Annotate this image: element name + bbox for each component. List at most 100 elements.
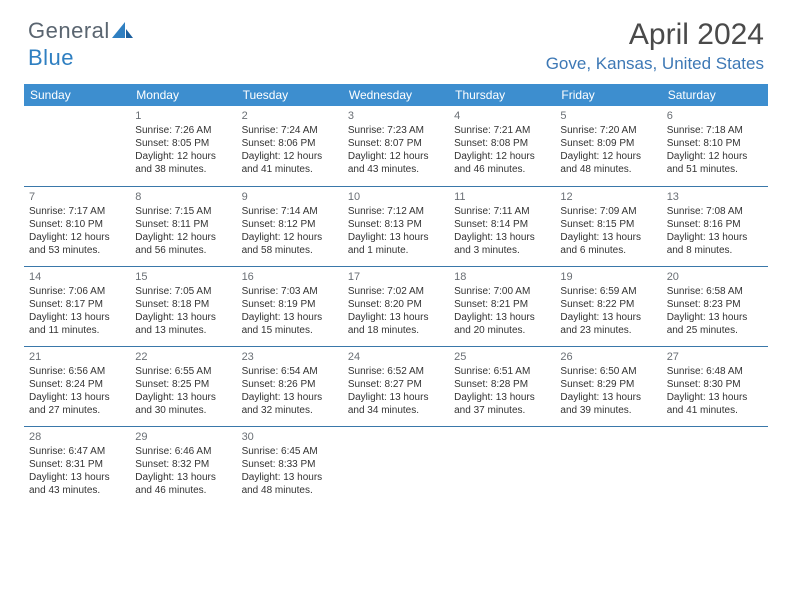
calendar-body: 1Sunrise: 7:26 AMSunset: 8:05 PMDaylight… — [24, 106, 768, 506]
daylight-line-1: Daylight: 13 hours — [454, 231, 550, 244]
daylight-line-2: and 1 minute. — [348, 244, 444, 257]
day-number: 6 — [667, 109, 763, 123]
daylight-line-2: and 30 minutes. — [135, 404, 231, 417]
calendar-row: 21Sunrise: 6:56 AMSunset: 8:24 PMDayligh… — [24, 346, 768, 426]
daylight-line-1: Daylight: 13 hours — [348, 391, 444, 404]
daylight-line-1: Daylight: 13 hours — [560, 391, 656, 404]
calendar-cell: 20Sunrise: 6:58 AMSunset: 8:23 PMDayligh… — [662, 266, 768, 346]
sunrise-line: Sunrise: 6:59 AM — [560, 285, 656, 298]
sunset-line: Sunset: 8:16 PM — [667, 218, 763, 231]
day-header: Saturday — [662, 84, 768, 106]
day-number: 30 — [242, 430, 338, 444]
logo-word2: Blue — [28, 45, 74, 70]
sunset-line: Sunset: 8:29 PM — [560, 378, 656, 391]
daylight-line-2: and 43 minutes. — [29, 484, 125, 497]
daylight-line-1: Daylight: 13 hours — [29, 471, 125, 484]
sunset-line: Sunset: 8:32 PM — [135, 458, 231, 471]
page-header: General Blue April 2024 Gove, Kansas, Un… — [0, 0, 792, 80]
calendar-cell — [449, 426, 555, 506]
location-text: Gove, Kansas, United States — [546, 54, 764, 74]
daylight-line-2: and 37 minutes. — [454, 404, 550, 417]
sunrise-line: Sunrise: 6:56 AM — [29, 365, 125, 378]
daylight-line-2: and 11 minutes. — [29, 324, 125, 337]
sunset-line: Sunset: 8:18 PM — [135, 298, 231, 311]
day-header: Thursday — [449, 84, 555, 106]
daylight-line-1: Daylight: 13 hours — [29, 391, 125, 404]
sunrise-line: Sunrise: 7:03 AM — [242, 285, 338, 298]
day-number: 5 — [560, 109, 656, 123]
calendar-cell: 24Sunrise: 6:52 AMSunset: 8:27 PMDayligh… — [343, 346, 449, 426]
calendar-cell: 22Sunrise: 6:55 AMSunset: 8:25 PMDayligh… — [130, 346, 236, 426]
sunrise-line: Sunrise: 6:46 AM — [135, 445, 231, 458]
daylight-line-1: Daylight: 13 hours — [29, 311, 125, 324]
sunset-line: Sunset: 8:22 PM — [560, 298, 656, 311]
sunrise-line: Sunrise: 7:21 AM — [454, 124, 550, 137]
calendar-cell — [24, 106, 130, 186]
sunset-line: Sunset: 8:28 PM — [454, 378, 550, 391]
daylight-line-1: Daylight: 12 hours — [135, 231, 231, 244]
daylight-line-1: Daylight: 12 hours — [348, 150, 444, 163]
day-number: 2 — [242, 109, 338, 123]
day-number: 20 — [667, 270, 763, 284]
daylight-line-1: Daylight: 13 hours — [348, 311, 444, 324]
day-number: 1 — [135, 109, 231, 123]
daylight-line-1: Daylight: 13 hours — [135, 311, 231, 324]
sunrise-line: Sunrise: 6:45 AM — [242, 445, 338, 458]
daylight-line-1: Daylight: 13 hours — [135, 391, 231, 404]
calendar-row: 14Sunrise: 7:06 AMSunset: 8:17 PMDayligh… — [24, 266, 768, 346]
calendar-cell: 4Sunrise: 7:21 AMSunset: 8:08 PMDaylight… — [449, 106, 555, 186]
calendar-cell: 29Sunrise: 6:46 AMSunset: 8:32 PMDayligh… — [130, 426, 236, 506]
day-header: Friday — [555, 84, 661, 106]
sunset-line: Sunset: 8:24 PM — [29, 378, 125, 391]
sunrise-line: Sunrise: 7:00 AM — [454, 285, 550, 298]
daylight-line-2: and 53 minutes. — [29, 244, 125, 257]
logo-sail-icon — [112, 19, 134, 45]
logo: General Blue — [28, 18, 134, 71]
daylight-line-2: and 43 minutes. — [348, 163, 444, 176]
calendar-cell: 1Sunrise: 7:26 AMSunset: 8:05 PMDaylight… — [130, 106, 236, 186]
sunset-line: Sunset: 8:26 PM — [242, 378, 338, 391]
day-number: 21 — [29, 350, 125, 364]
daylight-line-1: Daylight: 13 hours — [454, 391, 550, 404]
daylight-line-2: and 41 minutes. — [242, 163, 338, 176]
sunset-line: Sunset: 8:11 PM — [135, 218, 231, 231]
daylight-line-1: Daylight: 13 hours — [667, 311, 763, 324]
calendar-cell: 10Sunrise: 7:12 AMSunset: 8:13 PMDayligh… — [343, 186, 449, 266]
day-number: 11 — [454, 190, 550, 204]
sunset-line: Sunset: 8:08 PM — [454, 137, 550, 150]
sunset-line: Sunset: 8:06 PM — [242, 137, 338, 150]
sunset-line: Sunset: 8:13 PM — [348, 218, 444, 231]
sunset-line: Sunset: 8:23 PM — [667, 298, 763, 311]
logo-text: General Blue — [28, 18, 134, 71]
sunrise-line: Sunrise: 7:18 AM — [667, 124, 763, 137]
sunrise-line: Sunrise: 7:24 AM — [242, 124, 338, 137]
sunrise-line: Sunrise: 7:26 AM — [135, 124, 231, 137]
day-number: 25 — [454, 350, 550, 364]
sunset-line: Sunset: 8:30 PM — [667, 378, 763, 391]
sunrise-line: Sunrise: 7:14 AM — [242, 205, 338, 218]
daylight-line-2: and 20 minutes. — [454, 324, 550, 337]
calendar-cell — [343, 426, 449, 506]
daylight-line-1: Daylight: 12 hours — [454, 150, 550, 163]
daylight-line-2: and 46 minutes. — [454, 163, 550, 176]
daylight-line-1: Daylight: 13 hours — [348, 231, 444, 244]
calendar-cell: 16Sunrise: 7:03 AMSunset: 8:19 PMDayligh… — [237, 266, 343, 346]
daylight-line-2: and 58 minutes. — [242, 244, 338, 257]
sunset-line: Sunset: 8:33 PM — [242, 458, 338, 471]
day-header: Sunday — [24, 84, 130, 106]
day-number: 17 — [348, 270, 444, 284]
sunset-line: Sunset: 8:27 PM — [348, 378, 444, 391]
calendar-cell: 13Sunrise: 7:08 AMSunset: 8:16 PMDayligh… — [662, 186, 768, 266]
daylight-line-1: Daylight: 12 hours — [560, 150, 656, 163]
sunset-line: Sunset: 8:17 PM — [29, 298, 125, 311]
calendar-cell: 14Sunrise: 7:06 AMSunset: 8:17 PMDayligh… — [24, 266, 130, 346]
sunset-line: Sunset: 8:07 PM — [348, 137, 444, 150]
daylight-line-1: Daylight: 13 hours — [560, 231, 656, 244]
day-number: 7 — [29, 190, 125, 204]
day-number: 19 — [560, 270, 656, 284]
sunrise-line: Sunrise: 6:54 AM — [242, 365, 338, 378]
daylight-line-2: and 8 minutes. — [667, 244, 763, 257]
day-number: 9 — [242, 190, 338, 204]
sunset-line: Sunset: 8:14 PM — [454, 218, 550, 231]
daylight-line-1: Daylight: 12 hours — [29, 231, 125, 244]
